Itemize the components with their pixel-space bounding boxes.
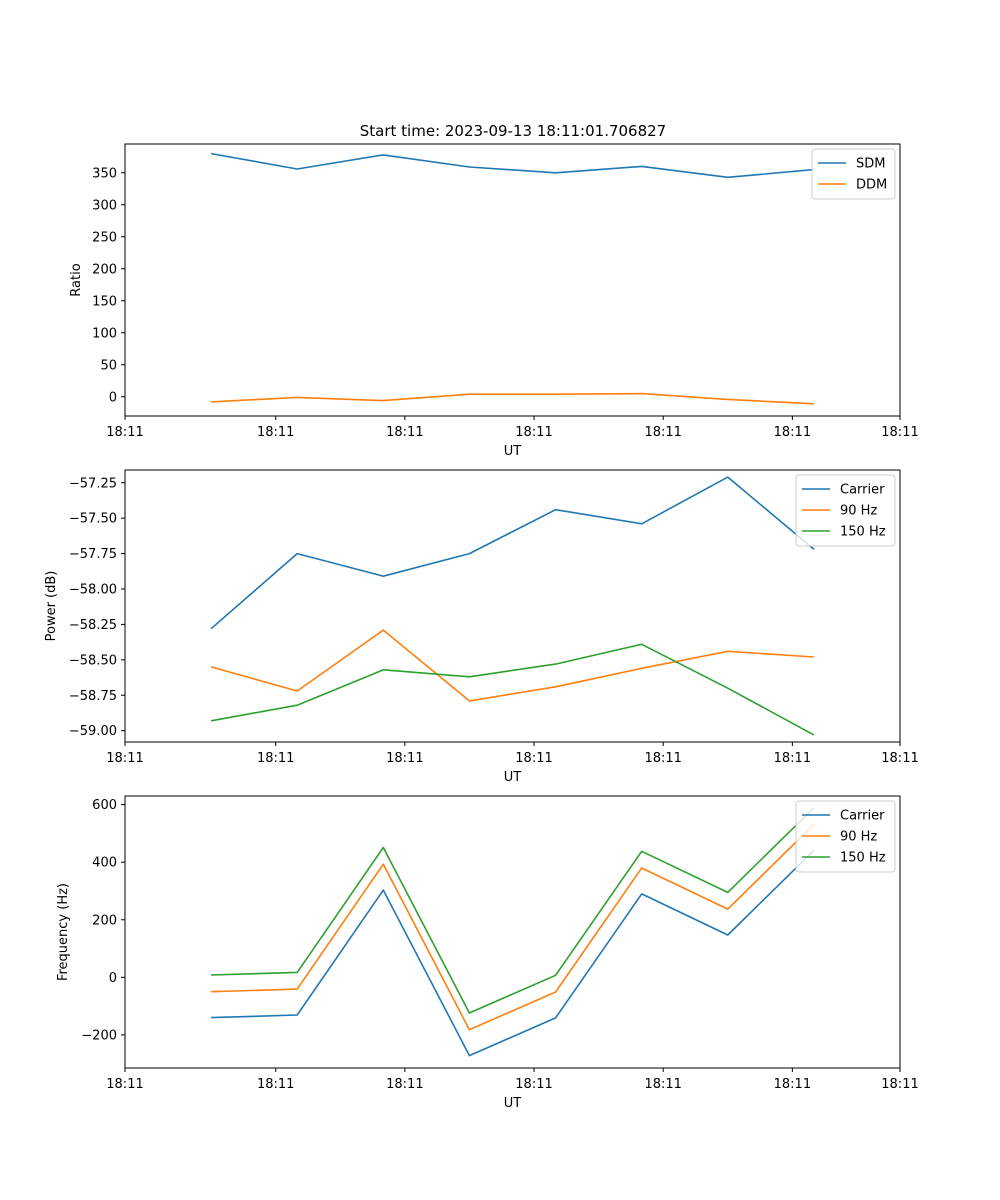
legend-label: 150 Hz [840, 851, 886, 866]
y-tick-label: 50 [100, 358, 117, 373]
legend-label: 150 Hz [840, 525, 886, 540]
y-tick-label: −58.50 [69, 653, 117, 668]
y-tick-label: 0 [109, 390, 117, 405]
series-line-90-hz [210, 629, 814, 702]
x-tick-label: 18:11 [881, 425, 918, 440]
y-tick-label: −57.25 [69, 476, 117, 491]
y-tick-label: −59.00 [69, 724, 117, 739]
y-tick-label: 350 [92, 166, 117, 181]
y-tick-label: −57.75 [69, 547, 117, 562]
x-tick-label: 18:11 [515, 751, 552, 766]
y-tick-label: 250 [92, 230, 117, 245]
x-tick-label: 18:11 [257, 1077, 294, 1092]
y-tick-label: −58.25 [69, 618, 117, 633]
x-tick-label: 18:11 [774, 425, 811, 440]
y-tick-label: 0 [109, 971, 117, 986]
series-line-ddm [211, 392, 814, 405]
x-tick-label: 18:11 [515, 425, 552, 440]
y-tick-label: −58.00 [69, 583, 117, 598]
plot-frame [124, 143, 901, 417]
x-tick-label: 18:11 [386, 425, 423, 440]
x-axis-label: UT [504, 444, 522, 459]
y-axis-label: Frequency (Hz) [56, 883, 71, 981]
series-line-150-hz [211, 807, 815, 1014]
x-tick-label: 18:11 [774, 751, 811, 766]
y-tick-label: 400 [92, 856, 117, 871]
y-axis-label: Power (dB) [44, 571, 59, 642]
x-tick-label: 18:11 [644, 425, 681, 440]
series-line-90-hz [211, 823, 815, 1031]
x-tick-label: 18:11 [881, 1077, 918, 1092]
panel-3: 18:11 18:11 18:11 18:11 18:11 18:11 18:11 −200 0… [56, 795, 919, 1111]
plot-frame [124, 795, 901, 1069]
y-tick-label: −58.75 [69, 689, 117, 704]
x-axis-label: UT [504, 1096, 522, 1111]
series-line-carrier [210, 476, 815, 630]
y-tick-label: 150 [92, 294, 117, 309]
legend-label: Carrier [840, 483, 885, 498]
y-tick-label: 100 [92, 326, 117, 341]
legend [795, 800, 896, 873]
legend [811, 148, 896, 200]
x-tick-label: 18:11 [386, 1077, 423, 1092]
x-tick-label: 18:11 [106, 425, 143, 440]
plot-frame [124, 469, 901, 743]
x-tick-label: 18:11 [106, 1077, 143, 1092]
x-tick-label: 18:11 [257, 425, 294, 440]
series-line-sdm [210, 152, 814, 179]
y-tick-label: 300 [92, 198, 117, 213]
panel-1: 18:11 18:11 18:11 18:11 18:11 18:11 18:11 0 50 10… [69, 143, 919, 459]
legend-label: Carrier [840, 809, 885, 824]
x-tick-label: 18:11 [644, 1077, 681, 1092]
y-tick-label: 200 [92, 913, 117, 928]
y-tick-label: 600 [92, 798, 117, 813]
series-line-carrier [211, 849, 815, 1057]
series-line-150-hz [210, 643, 815, 736]
x-tick-label: 18:11 [774, 1077, 811, 1092]
x-tick-label: 18:11 [106, 751, 143, 766]
x-axis-label: UT [504, 770, 522, 785]
legend-label: SDM [856, 157, 885, 172]
chart-title: Start time: 2023-09-13 18:11:01.706827 [360, 122, 666, 140]
x-tick-label: 18:11 [386, 751, 423, 766]
x-tick-label: 18:11 [881, 751, 918, 766]
y-tick-label: −57.50 [69, 512, 117, 527]
legend [795, 474, 896, 547]
y-tick-label: −200 [81, 1028, 117, 1043]
x-tick-label: 18:11 [644, 751, 681, 766]
legend-label: 90 Hz [840, 830, 877, 845]
panel-2: 18:11 18:11 18:11 18:11 18:11 18:11 18:11 −59.0… [44, 469, 919, 785]
x-tick-label: 18:11 [515, 1077, 552, 1092]
legend-label: DDM [856, 178, 887, 193]
y-axis-label: Ratio [69, 263, 84, 296]
legend-label: 90 Hz [840, 504, 877, 519]
y-tick-label: 200 [92, 262, 117, 277]
x-tick-label: 18:11 [257, 751, 294, 766]
